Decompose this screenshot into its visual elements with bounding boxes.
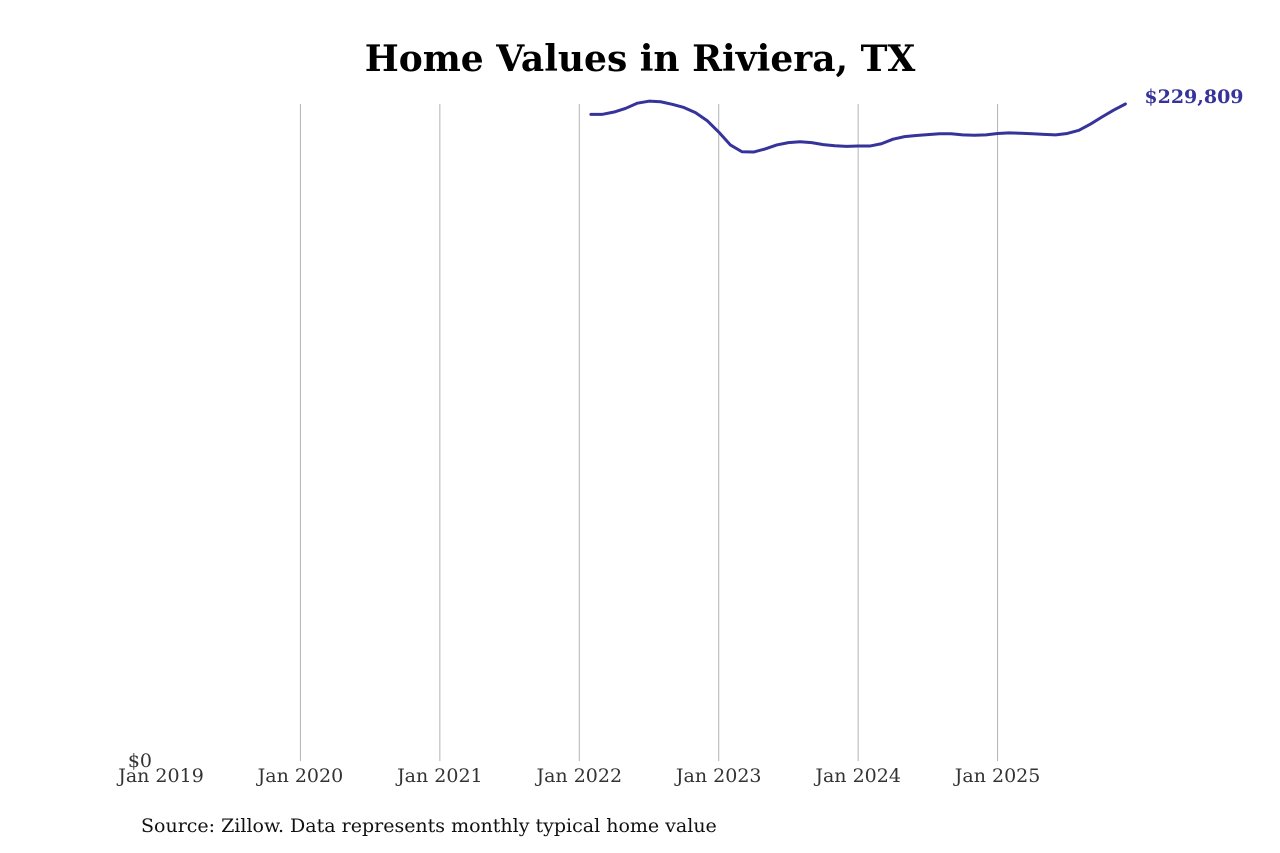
x-tick-label: Jan 2025 bbox=[953, 765, 1041, 787]
axis-tick-labels: Jan 2019 Jan 2020 Jan 2021 Jan 2022 Jan 2023… bbox=[116, 750, 1040, 787]
y-tick-label: $0 bbox=[128, 750, 152, 772]
end-value-label: $229,809 bbox=[1144, 86, 1243, 108]
x-tick-label: Jan 2024 bbox=[813, 765, 901, 787]
gridlines bbox=[299, 104, 999, 761]
x-tick-label: Jan 2022 bbox=[534, 765, 622, 787]
series-layer: $229,809 bbox=[589, 86, 1244, 154]
x-tick-label: Jan 2023 bbox=[674, 765, 762, 787]
x-tick-label: Jan 2019 bbox=[116, 765, 204, 787]
source-note: Source: Zillow. Data represents monthly … bbox=[141, 815, 717, 837]
series-line-home-value bbox=[589, 99, 1127, 154]
chart-title: Home Values in Riviera, TX bbox=[364, 38, 916, 80]
x-tick-label: Jan 2021 bbox=[395, 765, 483, 787]
x-tick-label: Jan 2020 bbox=[256, 765, 344, 787]
